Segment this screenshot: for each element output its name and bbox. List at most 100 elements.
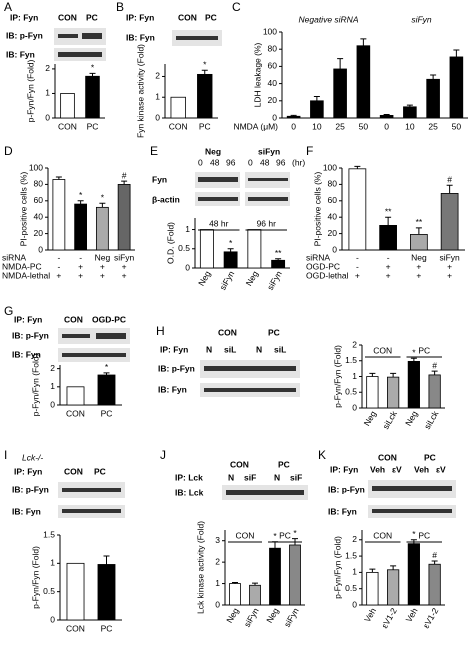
annotation: # bbox=[122, 170, 127, 180]
blot-label: CON bbox=[64, 314, 83, 324]
blots: IP: Fyn CON PC IB: p-Fyn IB: Fyn IP: Fyn… bbox=[6, 12, 456, 518]
x-tick-label: CON bbox=[58, 121, 77, 131]
row-cell: - bbox=[387, 252, 390, 262]
y-axis-label: Lck kinase activity (Fold) bbox=[195, 521, 205, 614]
row-cell: Neg bbox=[411, 252, 427, 262]
blot-label: IP: Fyn bbox=[14, 314, 42, 324]
y-tick-label: 0 bbox=[50, 399, 55, 409]
blot-label: N bbox=[206, 344, 212, 354]
x-tick-label: Veh bbox=[404, 606, 420, 624]
x-tick-label: 0 bbox=[384, 121, 389, 131]
row-cell: + bbox=[447, 261, 452, 271]
y-tick-label: 1 bbox=[155, 91, 160, 101]
blot-band bbox=[62, 353, 126, 357]
group-label: PC bbox=[418, 530, 430, 540]
annotation: * bbox=[229, 238, 233, 248]
blot-band bbox=[176, 36, 218, 40]
y-tick-label: 1 bbox=[215, 578, 220, 588]
error-bar bbox=[103, 372, 110, 375]
bar bbox=[403, 106, 417, 119]
error-bar bbox=[415, 227, 422, 235]
blot-label: IB: Fyn bbox=[6, 49, 35, 59]
y-tick-label: 100 bbox=[29, 162, 43, 172]
error-bar bbox=[406, 104, 413, 107]
row-label: OGD-lethal bbox=[306, 270, 349, 280]
y-tick-label: 0 bbox=[272, 112, 277, 122]
y-tick-label: 2 bbox=[155, 71, 160, 81]
bar bbox=[247, 229, 262, 269]
error-bar bbox=[453, 49, 460, 57]
annotation: * bbox=[412, 347, 416, 357]
group-label: Negative siRNA bbox=[299, 14, 359, 24]
blot-band bbox=[62, 488, 121, 492]
bar bbox=[366, 376, 379, 409]
y-tick-label: 0 bbox=[155, 112, 160, 122]
x-tick-label: Neg bbox=[196, 269, 213, 288]
x-tick-label: 25 bbox=[428, 121, 438, 131]
row-label: NMDA-PC bbox=[2, 261, 42, 271]
row-cell: - bbox=[57, 252, 60, 262]
y-tick-label: 2 bbox=[50, 363, 55, 373]
bar bbox=[387, 376, 400, 409]
bar bbox=[286, 115, 301, 119]
y-axis-label: O.D. (Fold) bbox=[165, 222, 175, 264]
row-cell: - bbox=[356, 261, 359, 271]
blot-label: siF bbox=[290, 472, 302, 482]
y-tick-label: 80 bbox=[268, 43, 278, 53]
blot-label: PC bbox=[94, 466, 106, 476]
blot-band bbox=[54, 28, 106, 45]
y-tick-label: 3 bbox=[215, 535, 220, 545]
x-tick-label: 50 bbox=[359, 121, 369, 131]
y-tick-label: 0 bbox=[45, 112, 50, 122]
blot-label: IP: Fyn bbox=[126, 12, 154, 22]
x-tick-label: siLck bbox=[422, 408, 441, 430]
x-tick-label: siFyn bbox=[217, 269, 236, 292]
bar bbox=[366, 571, 379, 606]
error-bar bbox=[410, 357, 417, 362]
y-axis-label: p-Fyn/Fyn (Fold) bbox=[25, 59, 35, 122]
row-cell: + bbox=[56, 270, 61, 280]
bar bbox=[289, 544, 301, 606]
bar bbox=[269, 547, 281, 606]
y-tick-label: 1 bbox=[185, 224, 190, 234]
error-bar bbox=[369, 372, 376, 377]
panel-letter: G bbox=[4, 304, 13, 318]
blot-label: siF bbox=[244, 472, 256, 482]
y-tick-label: 2 bbox=[352, 339, 357, 349]
y-tick-label: 40 bbox=[328, 211, 338, 221]
row-cell: + bbox=[122, 270, 127, 280]
x-tick-label: εV1-2 bbox=[379, 606, 399, 630]
y-tick-label: 40 bbox=[268, 78, 278, 88]
error-bar bbox=[337, 58, 344, 69]
blot-label: Neg bbox=[205, 146, 221, 156]
error-bar bbox=[121, 180, 128, 185]
row-cell: - bbox=[79, 252, 82, 262]
bar bbox=[440, 193, 459, 251]
y-axis-label: LDH leakage (%) bbox=[252, 42, 262, 107]
blot-label: IP: Fyn bbox=[14, 466, 42, 476]
row-cell: + bbox=[416, 270, 421, 280]
bar bbox=[249, 584, 261, 606]
row-cell: + bbox=[100, 261, 105, 271]
error-bar bbox=[77, 200, 84, 205]
blot-label: siFyn bbox=[258, 146, 280, 156]
y-axis-label: p-Fyn/Fyn (Fold) bbox=[30, 546, 40, 609]
blot-label: PC bbox=[278, 459, 290, 469]
error-bar bbox=[89, 72, 96, 77]
error-bar bbox=[390, 372, 397, 378]
blot-label: PC bbox=[424, 452, 436, 462]
x-tick-label: Neg bbox=[362, 409, 379, 428]
x-tick-label: siFyn bbox=[242, 606, 261, 629]
x-tick-label: Veh bbox=[362, 606, 378, 624]
blot-label: β-actin bbox=[152, 194, 180, 204]
error-bar bbox=[232, 582, 238, 584]
annotation: * bbox=[105, 362, 109, 372]
blot-label: εV bbox=[436, 464, 446, 474]
y-tick-label: 0 bbox=[50, 614, 55, 624]
y-axis-label: p-Fyn/Fyn (Fold) bbox=[332, 536, 342, 599]
y-axis-label: PI-positive cells (%) bbox=[312, 172, 322, 247]
bar bbox=[117, 183, 131, 251]
x-tick-label: siFyn bbox=[265, 269, 284, 292]
blot-label: N bbox=[228, 472, 234, 482]
blot-band bbox=[198, 197, 238, 201]
